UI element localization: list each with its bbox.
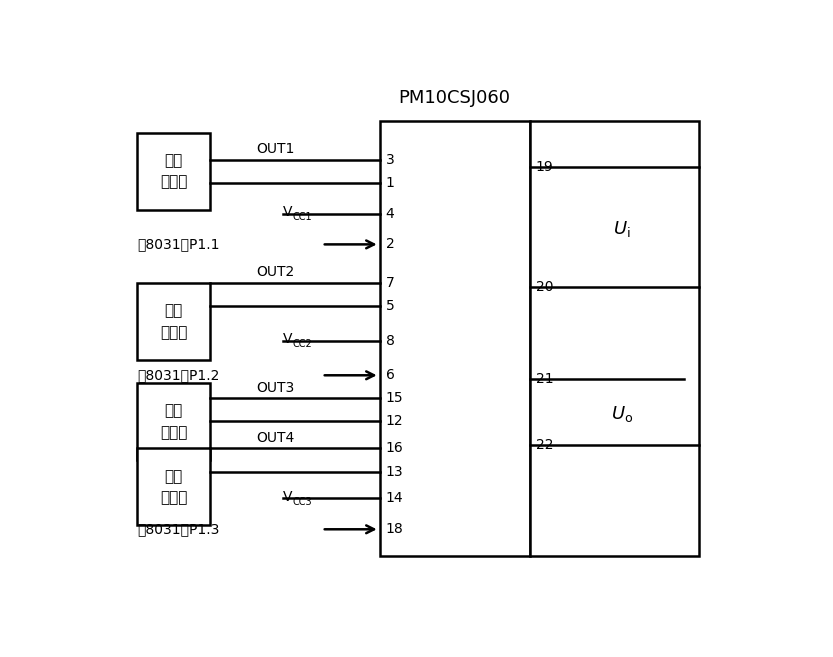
Text: 21: 21 — [536, 372, 553, 386]
Text: 18: 18 — [386, 522, 403, 536]
Text: OUT4: OUT4 — [257, 430, 295, 445]
Text: 4: 4 — [386, 206, 395, 221]
Text: PM10CSJ060: PM10CSJ060 — [399, 89, 511, 107]
Text: CC2: CC2 — [292, 340, 312, 350]
Text: 15: 15 — [386, 392, 403, 405]
Text: 耦合器: 耦合器 — [160, 425, 187, 440]
Text: 13: 13 — [386, 464, 403, 478]
Text: OUT3: OUT3 — [257, 380, 295, 395]
Text: 光电: 光电 — [164, 303, 182, 318]
Text: 耦合器: 耦合器 — [160, 490, 187, 505]
Bar — [137, 383, 210, 460]
Text: 8: 8 — [386, 334, 395, 348]
Text: 接8031的P1.1: 接8031的P1.1 — [137, 237, 220, 252]
Text: 2: 2 — [386, 237, 395, 252]
Bar — [530, 121, 699, 556]
Text: 19: 19 — [536, 160, 554, 174]
Text: 6: 6 — [386, 369, 395, 382]
Text: OUT2: OUT2 — [257, 265, 295, 279]
Bar — [137, 449, 210, 526]
Text: 14: 14 — [386, 491, 403, 505]
Text: 光电: 光电 — [164, 468, 182, 484]
Text: 1: 1 — [386, 176, 395, 190]
Text: 20: 20 — [536, 280, 553, 294]
Text: 7: 7 — [386, 276, 395, 290]
Text: 光电: 光电 — [164, 153, 182, 168]
Text: V: V — [283, 332, 293, 346]
Text: 接8031的P1.2: 接8031的P1.2 — [137, 369, 219, 382]
Bar — [380, 121, 530, 556]
Text: $U_\mathrm{i}$: $U_\mathrm{i}$ — [613, 219, 631, 239]
Text: 光电: 光电 — [164, 403, 182, 419]
Text: CC1: CC1 — [292, 212, 312, 223]
Text: 耦合器: 耦合器 — [160, 175, 187, 189]
Text: 耦合器: 耦合器 — [160, 325, 187, 340]
Text: CC3: CC3 — [292, 497, 312, 507]
Text: V: V — [283, 490, 293, 504]
Text: 3: 3 — [386, 152, 395, 167]
Text: 12: 12 — [386, 415, 403, 428]
Text: 接8031的P1.3: 接8031的P1.3 — [137, 522, 219, 536]
Text: 16: 16 — [386, 442, 403, 455]
Bar — [137, 133, 210, 210]
Text: V: V — [283, 205, 293, 219]
Text: $U_\mathrm{o}$: $U_\mathrm{o}$ — [611, 404, 633, 424]
Text: OUT1: OUT1 — [257, 142, 295, 156]
Text: 5: 5 — [386, 299, 395, 313]
Bar — [137, 283, 210, 360]
Text: 22: 22 — [536, 438, 553, 451]
